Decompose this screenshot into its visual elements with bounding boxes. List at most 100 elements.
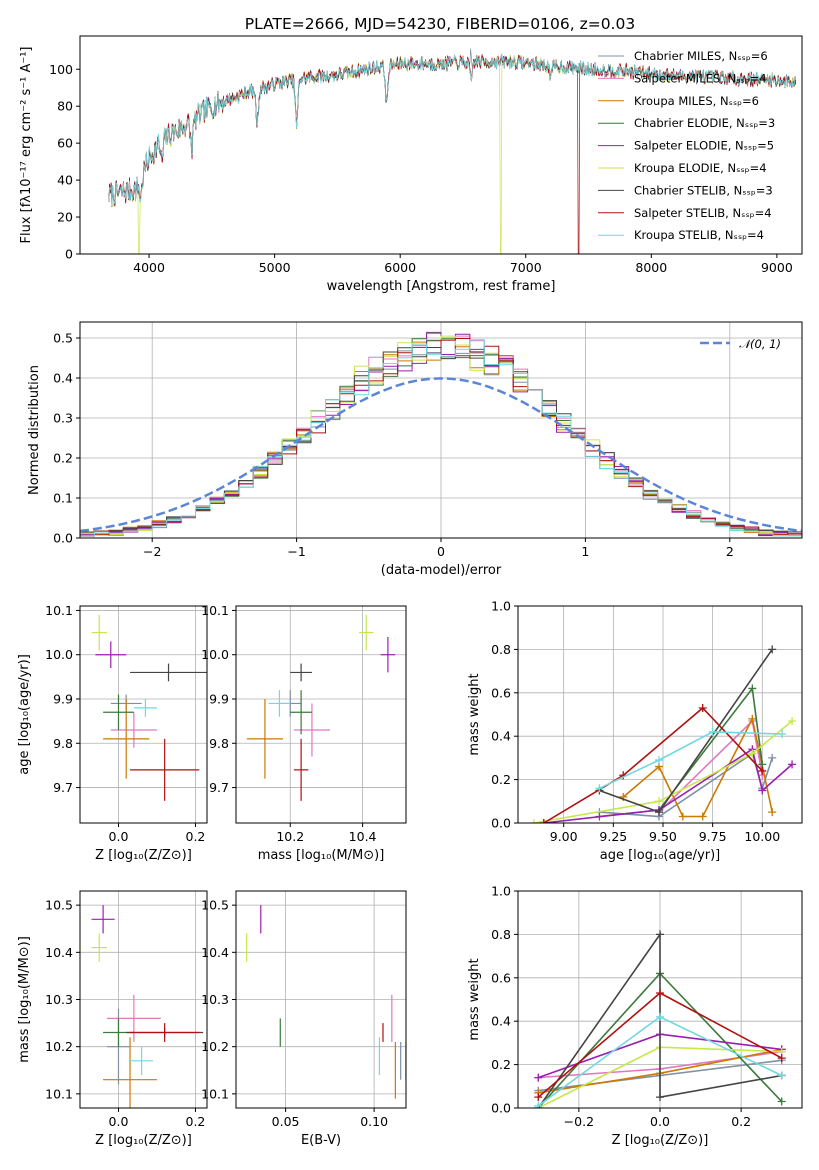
- plus-marker: [534, 1073, 543, 1082]
- legend-entry: Chabrier MILES, Nₛₛₚ=6: [634, 49, 768, 63]
- y-tick-label: 0.0: [491, 1101, 511, 1116]
- errorbar-point-chabrier-stelib: [290, 663, 312, 682]
- errorbar-point-salpeter-elodie: [91, 905, 115, 934]
- y-tick-label: 10.0: [201, 647, 229, 662]
- plus-marker: [655, 756, 664, 765]
- x-tick-label: 6000: [384, 260, 416, 275]
- y-tick-label: 0.6: [491, 685, 511, 700]
- errorbar-point-salpeter-stelib: [130, 738, 200, 801]
- grid: [236, 891, 406, 1108]
- y-tick-label: 0.4: [53, 371, 73, 386]
- spectrum-line-salpeter-stelib: [108, 54, 797, 254]
- plus-marker: [748, 684, 757, 693]
- y-tick-label: 9.9: [209, 692, 229, 707]
- weight-series-chabrier-elodie: [595, 684, 767, 821]
- plus-marker: [768, 808, 777, 817]
- y-tick-label: 0.0: [53, 531, 73, 546]
- legend-entry: Salpeter MILES, Nₛₛₚ=4: [634, 71, 767, 85]
- x-tick-label: 10.2: [276, 829, 304, 844]
- errorbar-point-kroupa-stelib: [268, 690, 291, 717]
- plus-marker: [698, 703, 707, 712]
- legend-entry: Kroupa STELIB, Nₛₛₚ=4: [634, 228, 764, 242]
- errorbar-point-kroupa-stelib: [133, 699, 157, 717]
- y-tick-label: 10.2: [201, 1039, 229, 1054]
- plus-marker: [656, 930, 664, 939]
- x-axis-label: wavelength [Angstrom, rest frame]: [327, 279, 556, 294]
- x-tick-label: 2: [726, 544, 734, 559]
- y-tick-label: 0.2: [53, 451, 73, 466]
- axes: 0.0 0.2 10.1 10.2 10.3 10.4 10.5 Z [log₁₀(Z/Z⊙)…: [17, 890, 208, 1148]
- x-axis-label: Z [log₁₀(Z/Z⊙)]: [612, 1133, 709, 1148]
- x-tick-label: 8000: [635, 260, 667, 275]
- legend-entry: Kroupa ELODIE, Nₛₛₚ=4: [634, 161, 767, 175]
- x-tick-label: 0.2: [186, 1114, 206, 1129]
- errorbar-point-chabrier-elodie: [103, 694, 134, 730]
- plus-marker: [777, 1071, 786, 1080]
- y-tick-label: 40: [57, 173, 73, 188]
- x-tick-label: −2: [143, 544, 161, 559]
- mass-vs-metallicity-panel: 0.0 0.2 10.1 10.2 10.3 10.4 10.5 Z [log₁₀(Z/Z⊙)…: [17, 890, 208, 1148]
- y-tick-label: 9.8: [209, 736, 229, 751]
- x-tick-label: 0.0: [650, 1114, 670, 1129]
- x-tick-label: 9.50: [649, 829, 677, 844]
- x-tick-label: 0.05: [272, 1114, 300, 1129]
- errorbar-point-kroupa-miles: [103, 1037, 157, 1108]
- weight-series-kroupa-miles: [619, 714, 777, 821]
- plot-area: [246, 905, 406, 1099]
- plus-marker: [529, 819, 538, 823]
- plus-marker: [748, 749, 757, 758]
- y-tick-label: 100: [49, 62, 73, 77]
- plot-area: [534, 930, 786, 1108]
- histogram-kroupa-stelib: [80, 339, 802, 537]
- y-axis-label: mass [log₁₀(M/M⊙)]: [17, 936, 32, 1063]
- plus-marker: [777, 1054, 786, 1063]
- normal-reference-curve: [80, 377, 802, 533]
- x-tick-label: 9.75: [699, 829, 727, 844]
- errorbar-point-chabrier-elodie: [290, 690, 312, 735]
- plus-marker: [788, 760, 797, 769]
- axes-frame: [517, 890, 803, 1109]
- axes-frame: [235, 605, 407, 824]
- x-tick-label: 10.00: [744, 829, 780, 844]
- y-tick-label: 0.8: [491, 927, 511, 942]
- plus-marker: [655, 808, 664, 817]
- mass-weight-vs-metallicity-panel: −0.2 0.0 0.2 0.0 0.2 0.4 0.6 0.8 1.0 Z [log₁₀(Z/Z…: [467, 884, 803, 1148]
- plus-marker: [534, 1093, 543, 1102]
- x-axis-label: E(B-V): [301, 1133, 341, 1148]
- y-tick-label: 0.2: [491, 1057, 511, 1072]
- legend-entry: Chabrier STELIB, Nₛₛₚ=3: [634, 183, 773, 197]
- y-tick-label: 0.1: [53, 491, 73, 506]
- mass-weight-vs-age-panel: 9.00 9.25 9.50 9.75 10.00 0.0 0.2 0.4 0.6 0.8 1.0 a…: [467, 599, 803, 863]
- axes-frame: [79, 890, 208, 1109]
- y-tick-label: 9.9: [53, 692, 73, 707]
- y-tick-label: 10.4: [45, 945, 73, 960]
- y-axis-label: mass weight: [467, 673, 482, 755]
- plot-area: [80, 331, 802, 537]
- y-tick-label: 60: [57, 136, 73, 151]
- grid: [236, 606, 406, 823]
- plus-marker: [656, 1093, 664, 1102]
- plus-marker: [778, 730, 787, 739]
- plot-area: [91, 905, 204, 1108]
- plot-area: [108, 48, 797, 254]
- y-axis-label: Normed distribution: [27, 365, 42, 495]
- y-tick-label: 10.4: [201, 945, 229, 960]
- x-tick-label: 0.0: [109, 829, 129, 844]
- y-tick-label: 0.4: [491, 1014, 511, 1029]
- y-tick-label: 9.8: [53, 736, 73, 751]
- weight-series-salpeter-stelib: [534, 988, 786, 1102]
- y-tick-label: 10.3: [201, 992, 229, 1007]
- plot-area: [91, 614, 207, 801]
- y-tick-label: 1.0: [491, 599, 511, 614]
- y-tick-label: 10.1: [45, 603, 73, 618]
- x-tick-label: 9.00: [550, 829, 578, 844]
- axes: 0.0 0.2 9.7 9.8 9.9 10.0 10.1 Z [log₁₀(Z/Z⊙)] ag…: [17, 603, 208, 863]
- axes: 10.2 10.4 9.7 9.8 9.9 10.0 10.1 mass [log₁₀(M/M…: [201, 603, 407, 863]
- age-vs-mass-panel: 10.2 10.4 9.7 9.8 9.9 10.0 10.1 mass [log₁₀(M/M…: [201, 603, 407, 863]
- errorbar-point-kroupa-miles: [246, 699, 284, 779]
- weight-series-kroupa-elodie: [529, 717, 797, 823]
- mass-vs-ebv-panel: 0.05 0.10 10.1 10.2 10.3 10.4 10.5 E(B-V): [201, 890, 407, 1148]
- x-tick-label: 9000: [761, 260, 793, 275]
- plus-marker: [748, 714, 757, 723]
- plus-marker: [595, 784, 604, 793]
